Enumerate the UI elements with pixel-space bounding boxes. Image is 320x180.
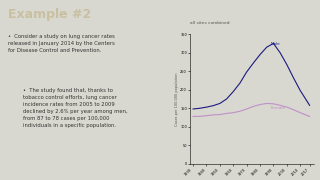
Text: Male: Male — [271, 42, 280, 46]
Text: all sites combined: all sites combined — [190, 21, 230, 25]
Text: Example #2: Example #2 — [8, 8, 91, 21]
Y-axis label: Cases per 100,000 population: Cases per 100,000 population — [175, 72, 179, 126]
Text: Female: Female — [271, 106, 286, 110]
Text: •  The study found that, thanks to
tobacco control efforts, lung cancer
incidenc: • The study found that, thanks to tobacc… — [23, 88, 128, 128]
Text: •  Consider a study on lung cancer rates
released in January 2014 by the Centers: • Consider a study on lung cancer rates … — [8, 34, 115, 53]
